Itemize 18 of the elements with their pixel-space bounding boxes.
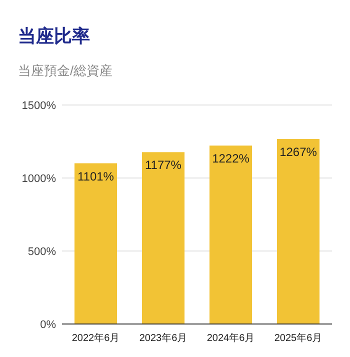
data-label: 1101%	[78, 169, 114, 184]
x-tick-label: 2024年6月	[206, 332, 255, 344]
bar	[209, 146, 252, 324]
y-tick-label: 0%	[40, 319, 56, 331]
data-label: 1267%	[280, 145, 318, 160]
x-tick-label: 2023年6月	[139, 332, 188, 344]
data-label: 1222%	[212, 152, 250, 166]
data-label: 1177%	[145, 158, 182, 172]
bar	[276, 139, 320, 324]
y-tick-label: 1500%	[22, 100, 56, 112]
x-tick-label: 2025年6月	[274, 332, 322, 344]
chart-subtitle: 当座預金/総資産	[18, 63, 113, 78]
chart-title: 当座比率	[18, 26, 90, 46]
x-tick-label: 2022年6月	[72, 332, 120, 344]
bar	[74, 163, 118, 324]
bar	[142, 152, 185, 324]
y-tick-label: 500%	[28, 246, 56, 258]
y-tick-label: 1000%	[22, 173, 56, 185]
